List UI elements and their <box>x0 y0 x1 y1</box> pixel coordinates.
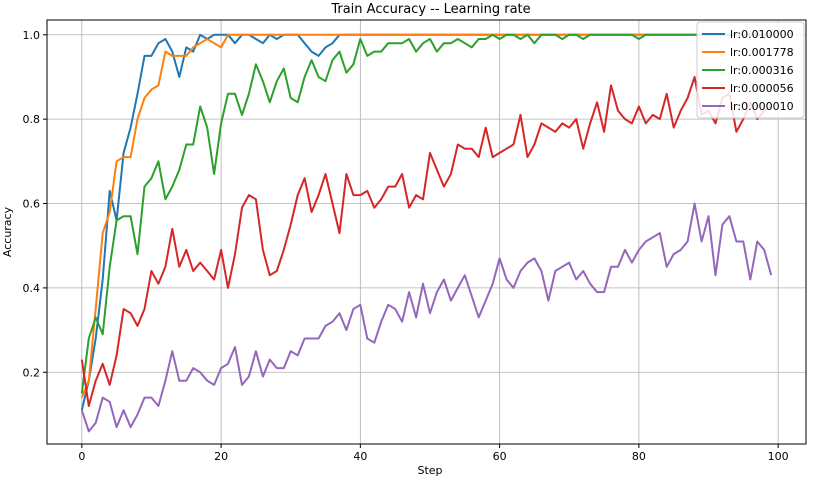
legend-label: lr:0.000316 <box>730 64 794 77</box>
plot-area-frame <box>46 19 807 445</box>
y-tick-label: 0.2 <box>23 366 41 379</box>
x-axis-label: Step <box>417 464 442 477</box>
y-tick-label: 0.6 <box>23 198 41 211</box>
y-tick-label: 1.0 <box>23 29 41 42</box>
legend-label: lr:0.000010 <box>730 100 794 113</box>
series-line-4 <box>80 202 773 433</box>
legend-label: lr:0.010000 <box>730 28 794 41</box>
y-tick-label: 0.4 <box>23 282 41 295</box>
x-tick-label: 20 <box>214 450 228 463</box>
y-axis-label: Accuracy <box>1 206 14 257</box>
legend-label: lr:0.001778 <box>730 46 794 59</box>
series-line-0 <box>80 33 772 411</box>
y-tick-label: 0.8 <box>23 113 41 126</box>
legend: lr:0.010000 lr:0.001778 lr:0.000316 lr:0.00… <box>696 21 805 119</box>
x-tick-label: 80 <box>632 450 646 463</box>
series-lines <box>80 33 773 433</box>
x-tick-label: 40 <box>353 450 367 463</box>
x-tick-label: 0 <box>78 450 85 463</box>
series-line-3 <box>80 76 772 407</box>
legend-label: lr:0.000056 <box>730 82 794 95</box>
chart-title: Train Accuracy -- Learning rate <box>330 2 530 17</box>
axis-ticks: 0 20 40 60 80 100 0.2 0.4 0.6 0.8 1.0 <box>23 29 789 463</box>
x-tick-label: 60 <box>493 450 507 463</box>
x-tick-label: 100 <box>768 450 789 463</box>
series-line-2 <box>80 33 772 394</box>
legend-box <box>696 21 805 119</box>
series-line-1 <box>80 33 772 398</box>
